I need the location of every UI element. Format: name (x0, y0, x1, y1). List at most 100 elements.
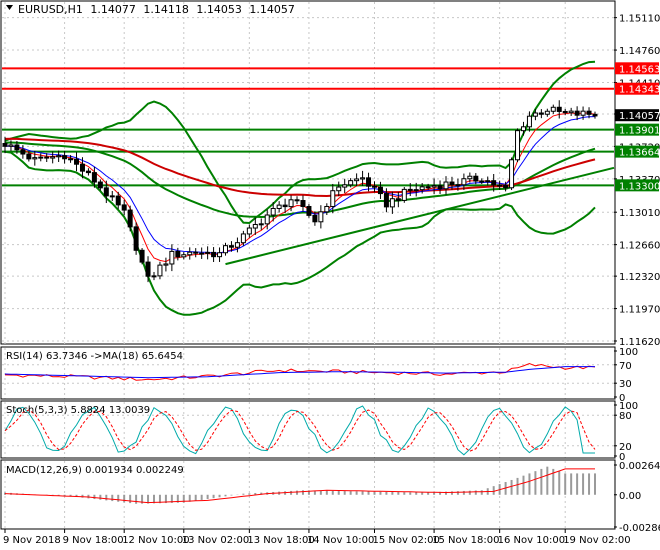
candle-body (86, 171, 90, 172)
candle-body (521, 127, 525, 131)
price-label-text: 1.13300 (619, 181, 660, 192)
stoch-title: Stoch(5,3,3) 5.8824 13.0039 (6, 405, 150, 416)
candle-body (3, 144, 7, 147)
candle-body (39, 157, 43, 158)
candle-body (80, 164, 84, 171)
candle-body (384, 194, 388, 207)
axis-tick-label: 70 (619, 361, 632, 372)
candle-body (331, 191, 335, 207)
candle-body (390, 199, 394, 207)
candle-body (110, 196, 114, 197)
candle-body (581, 111, 585, 115)
candle-body (349, 181, 353, 185)
price-header: EURUSD,H1 1.14077 1.14118 1.14053 1.1405… (18, 3, 295, 16)
candle-body (516, 131, 520, 160)
candle-body (289, 200, 293, 207)
candle-body (587, 111, 591, 114)
price-tick-label: 1.15110 (619, 14, 660, 25)
price-label-text: 1.14563 (619, 64, 660, 75)
candle-body (229, 246, 233, 248)
candle-body (557, 107, 561, 111)
candle-body (343, 185, 347, 187)
price-tick-label: 1.11970 (619, 305, 660, 316)
time-tick-label: 13 Nov 02:00 (182, 535, 249, 546)
candle-body (235, 243, 239, 248)
candle-body (414, 190, 418, 191)
candle-body (271, 208, 275, 215)
candle-body (432, 186, 436, 187)
candle-body (450, 182, 454, 185)
candle-body (527, 116, 531, 127)
candle-body (307, 206, 311, 215)
candle-body (533, 113, 537, 116)
candle-body (396, 199, 400, 201)
candle-body (319, 212, 323, 222)
candle-body (63, 156, 67, 159)
candle-body (361, 178, 365, 179)
candle-body (92, 173, 96, 182)
candle-body (69, 159, 73, 160)
time-tick-label: 12 Nov 10:00 (122, 535, 189, 546)
candle-body (21, 150, 25, 154)
time-tick-label: 14 Nov 10:00 (307, 535, 374, 546)
price-tick-label: 1.12660 (619, 241, 660, 252)
candle-body (563, 111, 567, 112)
candle-body (408, 189, 412, 190)
candle-body (295, 200, 299, 201)
candle-body (378, 187, 382, 193)
candle-body (57, 156, 61, 157)
candle-body (224, 246, 228, 253)
candle-body (480, 181, 484, 182)
candle-body (152, 276, 156, 277)
rsi-title: RSI(14) 63.7346 ->MA(18) 65.6454 (6, 351, 183, 362)
candle-body (593, 114, 597, 116)
candle-body (212, 252, 216, 256)
candle-body (372, 186, 376, 187)
candle-body (539, 113, 543, 114)
candle-body (247, 228, 251, 234)
candle-body (188, 252, 192, 255)
candle-body (33, 158, 37, 159)
axis-tick-label: 80 (619, 411, 632, 422)
axis-tick-label: 30 (619, 379, 632, 390)
candle-body (194, 252, 198, 253)
time-tick-label: 13 Nov 18:00 (247, 535, 314, 546)
candle-body (313, 215, 317, 221)
candle-body (182, 255, 186, 257)
macd-title: MACD(12,26,9) 0.001934 0.002249 (6, 465, 184, 476)
price-label-text: 1.14057 (619, 111, 660, 122)
candle-body (104, 188, 108, 196)
candle-body (492, 181, 496, 185)
price-tick-label: 1.14760 (619, 46, 660, 57)
candle-body (75, 159, 79, 164)
candle-body (9, 145, 13, 146)
candle-body (402, 189, 406, 200)
candle-body (253, 224, 257, 228)
time-tick-label: 15 Nov 18:00 (432, 535, 499, 546)
candle-body (98, 182, 102, 188)
candle-body (420, 187, 424, 190)
candle-body (164, 264, 168, 265)
price-label-text: 1.14343 (619, 85, 660, 96)
candle-body (283, 205, 287, 206)
candle-body (146, 262, 150, 276)
candle-body (27, 154, 31, 159)
candle-body (158, 265, 162, 276)
price-label-text: 1.13901 (619, 126, 660, 137)
time-tick-label: 19 Nov 02:00 (563, 535, 630, 546)
candle-body (241, 234, 245, 243)
candle-body (498, 185, 502, 186)
candle-body (486, 181, 490, 182)
candle-body (474, 176, 478, 181)
candle-body (510, 160, 514, 188)
candle-body (134, 227, 138, 250)
candle-body (301, 201, 305, 207)
axis-tick-label: 0.002647 (619, 461, 660, 472)
time-tick-label: 16 Nov 10:00 (498, 535, 565, 546)
candle-body (575, 111, 579, 115)
time-tick-label: 15 Nov 02:00 (372, 535, 439, 546)
candle-body (444, 182, 448, 189)
candle-body (265, 215, 269, 224)
candle-body (551, 107, 555, 111)
candle-body (367, 178, 371, 186)
